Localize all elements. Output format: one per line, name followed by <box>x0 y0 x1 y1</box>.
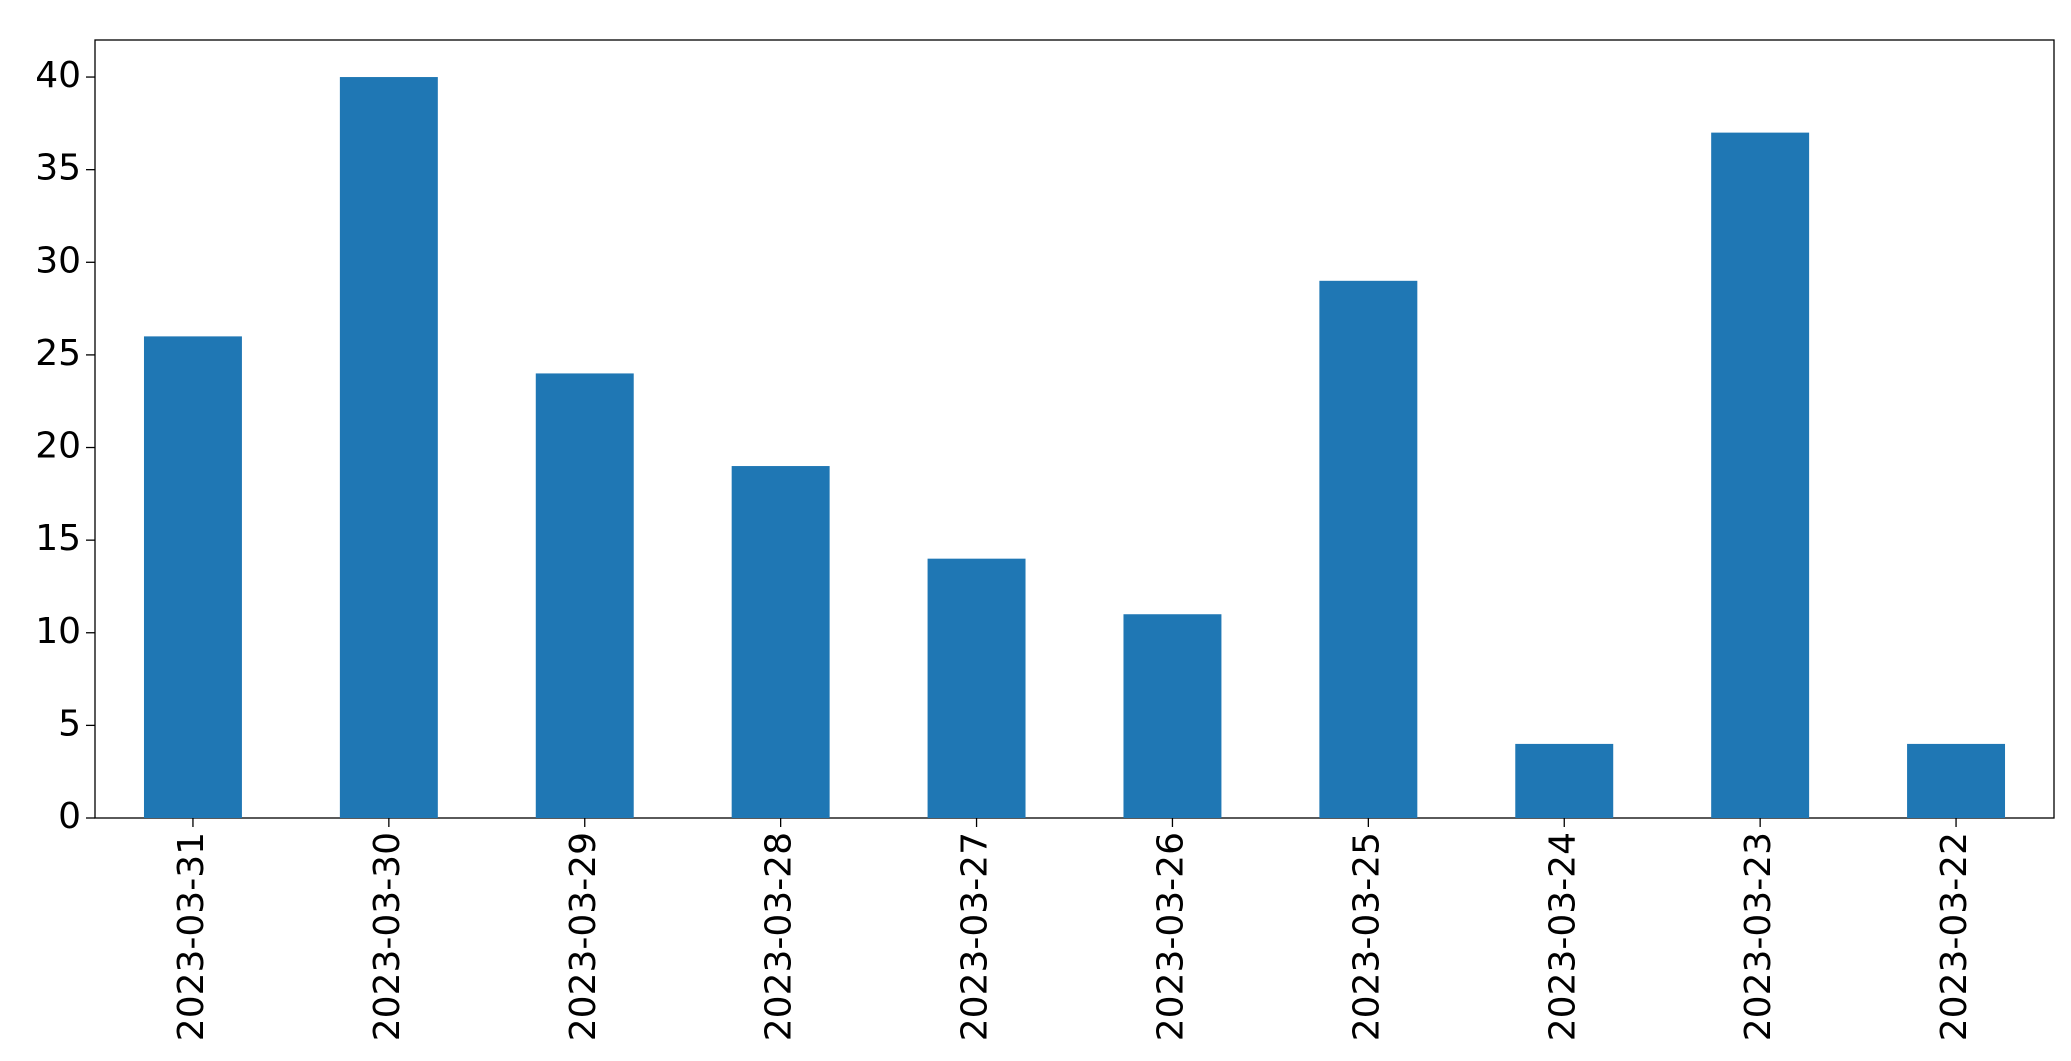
x-tick-label: 2023-03-30 <box>367 832 408 1041</box>
x-tick-label: 2023-03-22 <box>1934 832 1975 1041</box>
bar <box>1123 614 1222 818</box>
y-tick-label: 5 <box>58 703 81 744</box>
y-tick-label: 30 <box>35 240 81 281</box>
y-tick-label: 20 <box>35 426 81 467</box>
bar <box>1515 743 1614 818</box>
bar <box>1907 743 2006 818</box>
x-tick-label: 2023-03-29 <box>563 832 604 1041</box>
plot-frame <box>94 39 2055 819</box>
x-tick-label: 2023-03-27 <box>955 832 996 1041</box>
bar <box>339 77 438 819</box>
x-tick-label: 2023-03-26 <box>1150 832 1191 1041</box>
x-tick-label: 2023-03-23 <box>1738 832 1779 1041</box>
x-tick-label: 2023-03-31 <box>171 832 212 1041</box>
bar <box>535 373 634 818</box>
x-tick-label: 2023-03-25 <box>1346 832 1387 1041</box>
x-tick-label: 2023-03-24 <box>1542 832 1583 1041</box>
y-tick-label: 25 <box>35 333 81 374</box>
y-tick-label: 35 <box>35 148 81 189</box>
y-tick-label: 40 <box>35 55 81 96</box>
x-tick-label: 2023-03-28 <box>759 832 800 1041</box>
bar <box>731 466 830 818</box>
bar <box>927 558 1026 818</box>
bar <box>1319 280 1418 818</box>
bar <box>1711 132 1810 819</box>
bar <box>143 336 242 818</box>
y-tick-label: 15 <box>35 518 81 559</box>
y-tick-label: 10 <box>35 611 81 652</box>
y-tick-label: 0 <box>58 796 81 837</box>
